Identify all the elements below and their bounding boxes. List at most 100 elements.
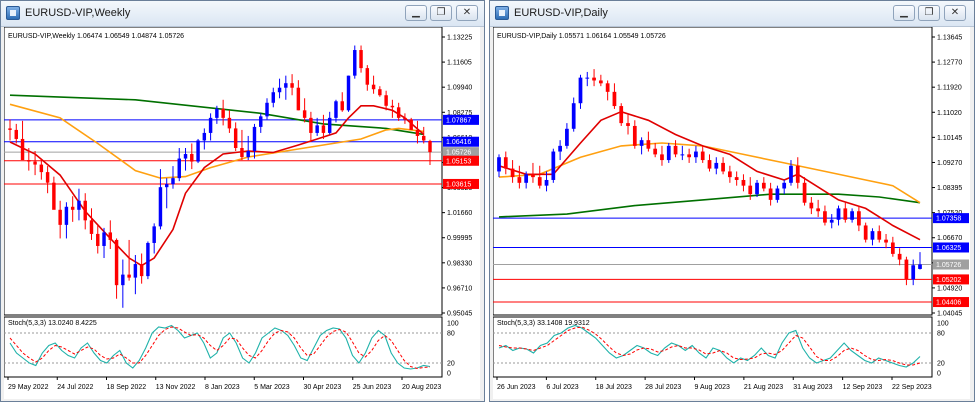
- candle-body: [728, 171, 732, 178]
- y-tick-label: 1.13645: [937, 35, 962, 42]
- candle-body: [302, 110, 307, 118]
- stoch-header-label: Stoch(5,3,3) 33.1408 19.9312: [497, 320, 590, 327]
- candle-body: [190, 154, 194, 162]
- restore-button[interactable]: ❐: [430, 5, 452, 21]
- price-level-label: 1.05202: [936, 277, 961, 284]
- candle-body: [687, 154, 691, 158]
- y-tick-label: 0.98330: [447, 260, 472, 267]
- candle-body: [789, 165, 793, 183]
- candle-body: [108, 232, 113, 240]
- y-tick-label: 1.06670: [937, 235, 962, 242]
- candle-body: [605, 83, 610, 92]
- candle-body: [390, 105, 395, 108]
- moving-average-line-1: [498, 193, 921, 218]
- candle-body: [768, 188, 773, 200]
- candle-body: [315, 125, 319, 133]
- stoch-main-line: [498, 324, 921, 368]
- chart-header-label: EURUSD-VIP,Daily 1.05571 1.06164 1.05549…: [497, 33, 666, 40]
- price-level-label: 1.07867: [446, 117, 471, 124]
- candle-body: [152, 226, 156, 243]
- y-tick-label: 1.10145: [937, 135, 962, 142]
- candle-body: [45, 172, 50, 183]
- candle-body: [164, 184, 169, 188]
- candle-body: [58, 209, 62, 225]
- candle-body: [158, 187, 163, 227]
- close-button[interactable]: ✕: [944, 5, 966, 21]
- x-tick-label: 30 Apr 2023: [304, 384, 342, 391]
- stoch-level-label: 0: [447, 371, 451, 378]
- candle-body: [290, 83, 294, 88]
- stoch-level-label: 80: [447, 331, 455, 338]
- x-tick-label: 26 Jun 2023: [497, 384, 536, 391]
- candle-body: [612, 91, 617, 107]
- candle-body: [741, 179, 746, 186]
- candle-body: [558, 145, 562, 152]
- candle-body: [171, 178, 175, 185]
- candle-body: [284, 83, 288, 88]
- moving-average-line-3: [9, 105, 425, 267]
- y-tick-label: 0.95045: [447, 311, 472, 318]
- candle-body: [277, 87, 282, 93]
- candle-body: [721, 162, 725, 172]
- candle-body: [321, 125, 326, 133]
- y-tick-label: 0.99995: [447, 235, 472, 242]
- close-button[interactable]: ✕: [456, 5, 478, 21]
- candle-body: [428, 140, 432, 153]
- candle-body: [378, 89, 382, 96]
- x-tick-label: 24 Jul 2022: [57, 384, 93, 391]
- candle-body: [208, 117, 213, 133]
- minimize-button[interactable]: ▁: [893, 5, 915, 21]
- candle-body: [70, 206, 75, 210]
- candle-body: [52, 182, 56, 210]
- restore-button[interactable]: ❐: [918, 5, 940, 21]
- candle-body: [196, 140, 200, 162]
- candle-body: [346, 75, 351, 111]
- daily-chart-area[interactable]: 1.13645 1.12770 1.11920 1.11020 1.10145 1.092…: [493, 27, 970, 399]
- price-level-tag: [933, 259, 969, 270]
- candle-body: [271, 92, 276, 103]
- candle-body: [384, 95, 388, 106]
- candle-body: [911, 265, 916, 280]
- stoch-main-line: [9, 324, 431, 370]
- candle-body: [20, 138, 25, 161]
- candle-body: [524, 174, 529, 183]
- candle-body: [565, 128, 569, 146]
- window-titlebar[interactable]: EURUSD-VIP,Weekly ▁ ❐ ✕: [1, 1, 484, 27]
- candle-body: [327, 117, 332, 133]
- candle-body: [653, 148, 658, 155]
- candle-body: [146, 242, 150, 277]
- weekly-chart-area[interactable]: 1.132251.116051.099401.082751.066101.049…: [4, 27, 480, 399]
- x-tick-label: 28 Jul 2023: [645, 384, 681, 391]
- window-title: EURUSD-VIP,Weekly: [25, 7, 131, 19]
- candle-body: [127, 274, 131, 278]
- candle-body: [795, 165, 800, 183]
- candle-body: [409, 119, 413, 130]
- candle-body: [619, 106, 624, 124]
- price-level-label: 1.06416: [446, 139, 471, 146]
- candle-body: [371, 84, 376, 90]
- chart-window-icon: [6, 6, 20, 20]
- candle-body: [340, 101, 344, 111]
- candle-body: [707, 160, 712, 169]
- candle-body: [265, 102, 269, 117]
- candle-body: [177, 158, 181, 179]
- candle-body: [77, 200, 81, 210]
- y-tick-label: 1.08275: [447, 110, 472, 117]
- window-titlebar[interactable]: EURUSD-VIP,Daily ▁ ❐ ✕: [490, 1, 974, 27]
- candle-body: [666, 145, 671, 161]
- candle-body: [761, 182, 766, 189]
- candle-body: [537, 177, 542, 186]
- x-tick-label: 18 Jul 2023: [596, 384, 632, 391]
- candle-body: [680, 154, 685, 156]
- candle-body: [897, 253, 902, 260]
- price-level-label: 1.05726: [936, 262, 961, 269]
- stoch-header-label: Stoch(5,3,3) 13.0240 8.4225: [8, 320, 97, 327]
- candle-body: [639, 140, 644, 146]
- minimize-button[interactable]: ▁: [405, 5, 427, 21]
- candle-body: [334, 101, 338, 118]
- moving-average-line-3: [498, 110, 921, 241]
- chart-header-label: EURUSD-VIP,Weekly 1.06474 1.06549 1.0487…: [8, 33, 184, 40]
- candle-body: [660, 154, 664, 161]
- candle-body: [246, 151, 250, 158]
- candle-body: [183, 154, 188, 159]
